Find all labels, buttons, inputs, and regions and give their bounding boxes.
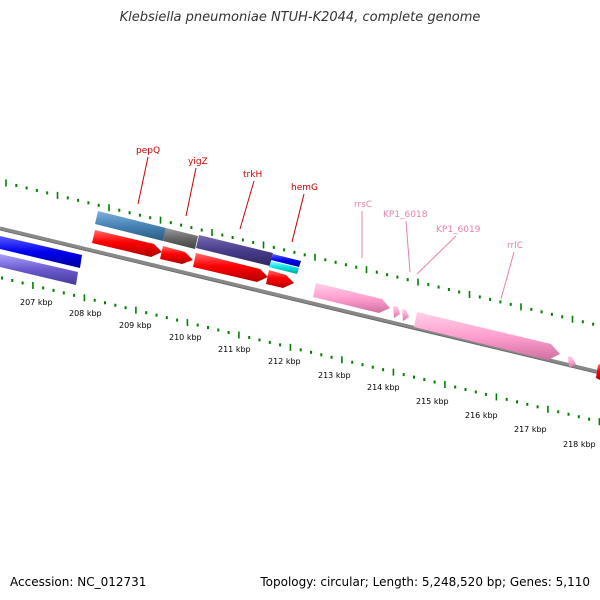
gc-skew-inner-ticks [1, 276, 600, 426]
cog-feature-track [0, 211, 301, 285]
feature-trkh-block [196, 235, 273, 266]
rna-arrow-rrsc [313, 283, 390, 313]
feature-yigz-block [163, 228, 198, 249]
feature-hemg-cyan-block [269, 261, 299, 274]
tick-label-207: 207 kbp [20, 298, 53, 307]
gc-skew-outer-ticks [5, 179, 595, 326]
gene-label-trkh: trkH [243, 170, 262, 180]
label-leader-line [185, 167, 197, 217]
map-title: Klebsiella pneumoniae NTUH-K2044, comple… [119, 10, 481, 25]
rna-label-rrlc: rrlC [507, 241, 523, 251]
genome-backbone-shadow [0, 229, 600, 375]
kbp-tick-labels: 207 kbp 208 kbp 209 kbp 210 kbp 211 kbp … [20, 298, 596, 449]
cds-arrow-edge [596, 364, 600, 380]
rna-arrow-rrlc [414, 312, 560, 360]
rna-arrow-kp1-6018 [393, 306, 400, 318]
label-leader-lines [137, 156, 515, 300]
tick-label-209: 209 kbp [119, 321, 152, 330]
tick-label-208: 208 kbp [69, 309, 102, 318]
accession-text: Accession: NC_012731 [10, 575, 147, 589]
cds-arrow-yigz [160, 246, 193, 264]
feature-hemg-block [271, 254, 301, 267]
label-leader-line [405, 220, 411, 273]
tick-label-218: 218 kbp [563, 440, 596, 449]
cds-arrow-hemg [266, 270, 294, 288]
label-leader-line [239, 180, 255, 230]
feature-left-blue-block [0, 236, 82, 268]
topology-text: Topology: circular; Length: 5,248,520 bp… [260, 575, 590, 589]
tick-label-215: 215 kbp [416, 397, 449, 406]
rna-label-kp1-6019: KP1_6019 [436, 225, 481, 235]
gene-label-hemg: hemG [291, 183, 318, 193]
label-leader-line [137, 156, 149, 205]
tick-label-216: 216 kbp [465, 411, 498, 420]
tick-label-210: 210 kbp [169, 333, 202, 342]
tick-label-214: 214 kbp [367, 383, 400, 392]
tick-label-212: 212 kbp [268, 357, 301, 366]
rna-arrow-small [568, 356, 576, 368]
label-leader-line [291, 193, 305, 243]
cds-arrow-pepq [92, 230, 162, 257]
label-leader-line [416, 235, 457, 275]
tick-label-217: 217 kbp [514, 425, 547, 434]
rna-track [313, 283, 576, 368]
tick-label-211: 211 kbp [218, 345, 251, 354]
rna-labels: rrsC KP1_6018 KP1_6019 rrlC [354, 200, 523, 251]
feature-pepq-block [95, 211, 166, 241]
rna-arrow-kp1-6019 [402, 309, 409, 321]
tick-label-213: 213 kbp [318, 371, 351, 380]
gene-label-yigz: yigZ [188, 157, 208, 167]
gene-labels: pepQ yigZ trkH hemG [136, 146, 318, 193]
label-leader-line [500, 251, 515, 300]
gene-label-pepq: pepQ [136, 146, 160, 156]
cds-arrow-trkh [193, 253, 268, 282]
feature-left-violet-block [0, 254, 78, 285]
rna-label-rrsc: rrsC [354, 200, 372, 210]
rna-label-kp1-6018: KP1_6018 [383, 210, 428, 220]
cds-track [92, 230, 294, 288]
